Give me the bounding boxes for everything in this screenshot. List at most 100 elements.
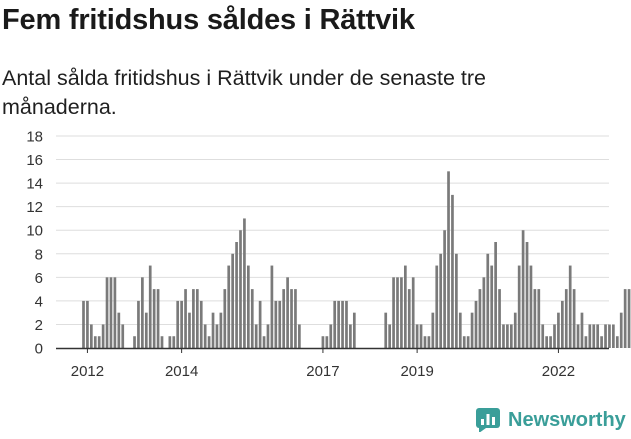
data-bar xyxy=(97,336,101,348)
data-bar xyxy=(623,289,627,348)
data-bar xyxy=(600,336,603,348)
data-bar xyxy=(223,289,227,348)
data-bar xyxy=(423,336,427,348)
data-bar xyxy=(211,312,215,348)
data-bar xyxy=(572,289,576,348)
data-bar xyxy=(478,289,482,348)
y-tick-label: 12 xyxy=(26,199,43,216)
data-bar xyxy=(404,265,407,348)
data-bar xyxy=(188,312,191,348)
data-bar xyxy=(176,300,180,348)
data-bar xyxy=(294,289,297,348)
data-bar xyxy=(192,289,195,348)
chart-subtitle: Antal sålda fritidshus i Rättvik under d… xyxy=(2,66,487,119)
data-bar xyxy=(168,336,172,348)
data-bar xyxy=(553,324,556,348)
data-bar xyxy=(227,265,231,348)
data-bar xyxy=(282,289,286,348)
data-bar xyxy=(537,289,541,348)
data-bar xyxy=(148,265,152,348)
data-bar xyxy=(580,312,584,348)
data-bar xyxy=(525,242,529,348)
data-bar xyxy=(604,324,607,348)
y-tick-label: 18 xyxy=(26,129,43,146)
data-bar xyxy=(352,312,356,348)
data-bar xyxy=(458,312,462,348)
data-bar xyxy=(619,312,623,348)
data-bar xyxy=(584,336,588,348)
data-bar xyxy=(588,324,592,348)
y-tick-label: 14 xyxy=(26,176,43,193)
data-bar xyxy=(592,324,596,348)
data-bar xyxy=(152,289,156,348)
y-tick-label: 8 xyxy=(35,246,43,263)
y-tick-label: 2 xyxy=(35,317,43,334)
data-bar xyxy=(90,324,93,348)
data-bar xyxy=(247,265,250,348)
data-bar xyxy=(195,289,199,348)
bar-chart-logo-icon xyxy=(476,408,500,432)
data-bar xyxy=(576,324,580,348)
data-bar xyxy=(121,324,125,348)
data-bar xyxy=(447,171,450,348)
data-bar xyxy=(156,289,160,348)
x-tick-label: 2022 xyxy=(542,363,575,380)
data-bar xyxy=(172,336,176,348)
data-bar xyxy=(337,300,340,348)
data-bar xyxy=(615,336,619,348)
data-bar xyxy=(93,336,97,348)
data-bar xyxy=(443,230,446,348)
data-bar xyxy=(608,324,611,348)
y-tick-label: 0 xyxy=(35,341,43,358)
data-bar xyxy=(564,289,568,348)
data-bar xyxy=(439,253,443,348)
data-bar xyxy=(235,242,238,348)
data-bar xyxy=(419,324,423,348)
data-bar xyxy=(411,277,415,348)
data-bar xyxy=(321,336,325,348)
data-bar xyxy=(274,300,278,348)
data-bar xyxy=(470,312,474,348)
data-bar xyxy=(207,336,211,348)
x-tick-label: 2012 xyxy=(71,363,104,380)
data-bar xyxy=(474,300,478,348)
data-bar xyxy=(266,324,270,348)
data-bar xyxy=(415,324,419,348)
data-bar xyxy=(384,312,388,348)
data-bar xyxy=(137,300,140,348)
data-bar xyxy=(160,336,164,348)
data-bar xyxy=(101,324,105,348)
data-bar xyxy=(117,312,121,348)
data-bar xyxy=(568,265,572,348)
data-bar xyxy=(286,277,289,348)
data-bar xyxy=(239,230,242,348)
data-bar xyxy=(427,336,431,348)
data-bar xyxy=(506,324,509,348)
data-bar xyxy=(113,277,117,348)
x-tick-label: 2019 xyxy=(400,363,433,380)
data-bar xyxy=(494,242,497,348)
data-bar xyxy=(396,277,399,348)
y-tick-label: 10 xyxy=(26,223,43,240)
x-tick-label: 2017 xyxy=(306,363,339,380)
data-bar xyxy=(254,324,258,348)
data-bar xyxy=(466,336,470,348)
data-bar xyxy=(345,300,348,348)
chart-title: Fem fritidshus såldes i Rättvik xyxy=(2,4,415,36)
brand-name: Newsworthy xyxy=(508,408,626,431)
y-tick-label: 4 xyxy=(35,293,43,310)
data-bar xyxy=(557,312,560,348)
data-bar xyxy=(278,300,282,348)
data-bar xyxy=(549,336,552,348)
data-bar xyxy=(521,230,525,348)
data-bar xyxy=(541,324,545,348)
data-bar xyxy=(596,324,600,348)
data-bar xyxy=(219,312,223,348)
data-bar xyxy=(349,324,352,348)
data-bar xyxy=(612,324,615,348)
data-bar xyxy=(451,194,454,348)
data-bar xyxy=(462,336,466,348)
data-bar xyxy=(486,253,490,348)
data-bar xyxy=(490,265,494,348)
data-bar xyxy=(627,289,631,348)
